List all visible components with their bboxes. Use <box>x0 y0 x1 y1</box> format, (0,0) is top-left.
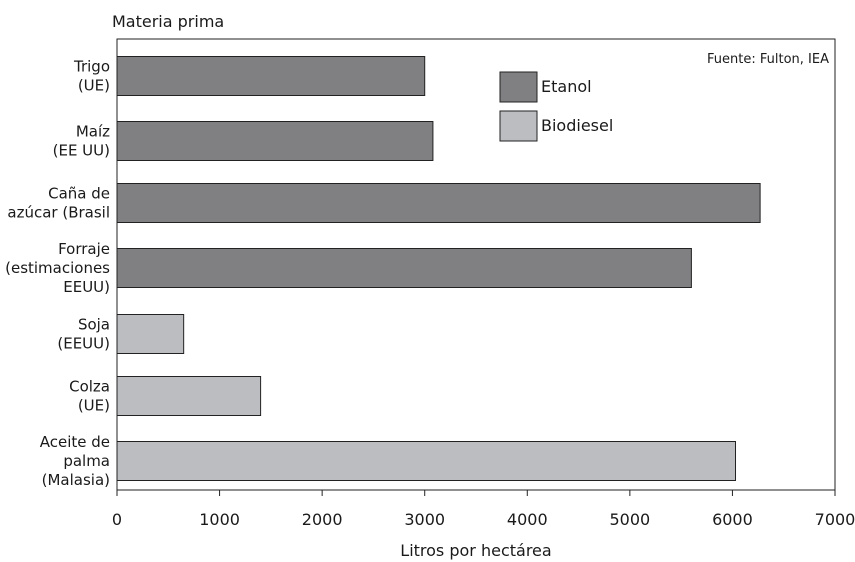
category-label: EEUU) <box>63 278 110 296</box>
x-tick-label: 5000 <box>609 510 650 529</box>
x-tick-label: 0 <box>112 510 122 529</box>
category-label: (EEUU) <box>57 335 110 353</box>
bars-group <box>116 56 761 481</box>
category-label: Colza <box>69 378 110 396</box>
legend-label: Etanol <box>541 77 592 96</box>
category-label: Trigo <box>73 58 110 76</box>
bar-etanol <box>116 183 761 223</box>
bar-biodiesel <box>116 441 737 481</box>
category-label: Forraje <box>58 240 110 258</box>
category-label: (Malasia) <box>42 471 110 489</box>
bar-etanol <box>116 56 426 96</box>
category-label: (estimaciones <box>5 259 110 277</box>
bar-etanol <box>116 248 692 288</box>
category-label: azúcar (Brasil <box>7 204 110 222</box>
category-label: (UE) <box>78 77 110 95</box>
x-tick-label: 2000 <box>302 510 343 529</box>
category-label: Soja <box>78 316 110 334</box>
category-label: (EE UU) <box>53 142 110 160</box>
category-label: Caña de <box>48 185 110 203</box>
x-axis-title: Litros por hectárea <box>400 541 551 560</box>
y-axis-title: Materia prima <box>112 12 224 31</box>
legend-swatch <box>499 71 538 103</box>
legend: Etanol Biodiesel <box>499 71 613 142</box>
legend-label: Biodiesel <box>541 116 613 135</box>
category-label: palma <box>63 452 110 470</box>
legend-swatch <box>499 110 538 142</box>
x-tick-label: 1000 <box>199 510 240 529</box>
x-tick-label: 3000 <box>404 510 445 529</box>
x-axis-ticks: 0 1000 2000 3000 4000 5000 6000 7000 <box>112 490 855 529</box>
x-tick-label: 6000 <box>712 510 753 529</box>
bar-etanol <box>116 121 434 161</box>
x-tick-label: 4000 <box>507 510 548 529</box>
bar-biodiesel <box>116 314 185 354</box>
category-label: Aceite de <box>40 433 110 451</box>
category-label: (UE) <box>78 397 110 415</box>
bar-biodiesel <box>116 376 262 416</box>
source-note: Fuente: Fulton, IEA <box>707 52 829 67</box>
category-label: Maíz <box>76 123 110 141</box>
x-tick-label: 7000 <box>815 510 855 529</box>
